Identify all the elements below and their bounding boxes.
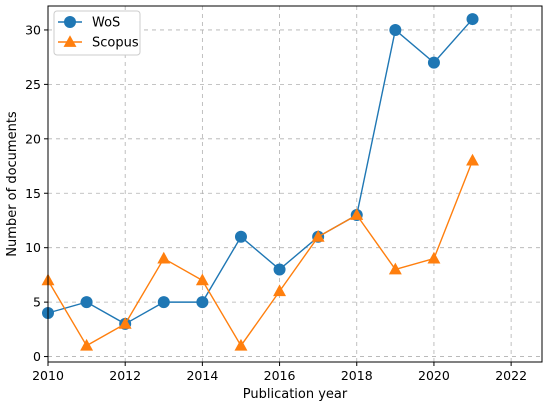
data-point-scopus <box>118 317 132 329</box>
x-tick-label: 2016 <box>264 368 296 383</box>
axes: 2010 2012 2014 2016 2018 2020 2022 0 5 10 15 20 25 30 <box>25 22 527 383</box>
data-point-scopus <box>427 251 441 264</box>
y-tick-label: 10 <box>25 240 41 255</box>
y-tick-label: 0 <box>33 349 41 364</box>
x-tick-label: 2012 <box>109 368 141 383</box>
x-axis-label: Publication year <box>243 387 348 402</box>
x-tick-label: 2018 <box>341 368 373 383</box>
x-tick-label: 2014 <box>186 368 218 383</box>
data-point-wos <box>196 296 209 309</box>
y-tick-label: 30 <box>25 22 41 37</box>
data-point-wos <box>273 263 286 276</box>
data-point-scopus <box>80 338 94 351</box>
data-point-scopus <box>388 262 402 275</box>
y-tick-label: 5 <box>33 295 41 310</box>
data-point-wos <box>389 23 402 36</box>
legend-marker-wos <box>64 16 76 28</box>
data-point-scopus <box>157 251 171 264</box>
data-point-wos <box>234 230 247 243</box>
x-tick-label: 2022 <box>495 368 527 383</box>
data-point-wos <box>466 13 479 26</box>
y-tick-label: 20 <box>25 131 41 146</box>
data-point-scopus <box>195 273 209 286</box>
x-tick-label: 2020 <box>418 368 450 383</box>
x-tick-label: 2010 <box>32 368 64 383</box>
data-point-scopus <box>350 208 364 220</box>
plot-area <box>48 6 542 362</box>
data-point-scopus <box>311 230 325 242</box>
data-point-scopus <box>234 338 248 351</box>
data-point-scopus <box>466 153 479 166</box>
legend-label-wos: WoS <box>92 16 120 31</box>
y-tick-label: 15 <box>25 186 41 201</box>
series-scopus <box>41 153 479 351</box>
legend-marker-scopus <box>63 35 77 47</box>
legend-label-scopus: Scopus <box>92 36 139 51</box>
plot-frame <box>47 5 543 363</box>
data-point-wos <box>157 296 170 309</box>
y-tick-label: 25 <box>25 77 41 92</box>
legend-entries: WoS Scopus <box>58 16 139 51</box>
data-point-wos <box>80 296 93 309</box>
series-line-scopus <box>47 160 474 347</box>
series-layer <box>41 13 479 351</box>
data-point-scopus <box>273 284 287 297</box>
legend: WoS Scopus <box>53 10 141 56</box>
data-point-wos <box>427 56 440 69</box>
y-axis-label: Number of documents <box>5 111 20 257</box>
series-line-wos <box>47 18 474 325</box>
